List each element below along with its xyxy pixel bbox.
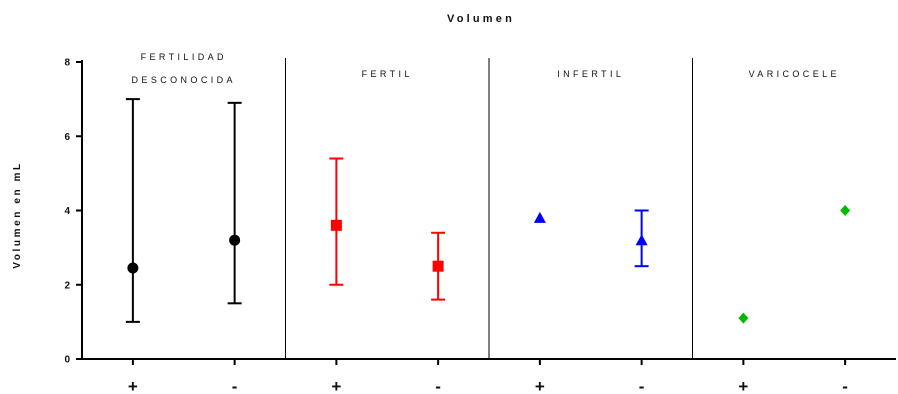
data-point [229, 234, 241, 246]
group-label: VARICOCELE [749, 69, 840, 79]
x-tick-label: + [128, 377, 138, 394]
y-tick-label: 6 [64, 132, 70, 143]
data-point [840, 205, 851, 216]
group-label: DESCONOCIDA [132, 75, 236, 85]
x-tick-label: - [232, 377, 238, 394]
x-tick-label: - [435, 377, 441, 394]
group-label: INFERTIL [557, 69, 624, 79]
data-point [738, 312, 749, 324]
x-tick-label: - [639, 377, 645, 394]
group-label: FERTIL [362, 69, 413, 79]
data-point [533, 211, 546, 223]
chart-title: Volumen [447, 13, 515, 25]
plot-area: 0 2 4 6 8 FERTILIDAD DESCONOCIDA + - FERTIL + - INFE… [64, 52, 896, 394]
group-label: FERTILIDAD [141, 52, 227, 62]
data-point [330, 219, 342, 231]
y-tick-label: 4 [64, 206, 70, 217]
x-tick-label: + [331, 377, 341, 394]
x-tick-label: + [535, 377, 545, 394]
data-point [127, 262, 139, 274]
x-tick-label: - [842, 377, 848, 394]
data-point [432, 260, 444, 272]
y-tick-label: 2 [64, 280, 70, 291]
y-tick-label: 8 [64, 58, 70, 69]
y-axis-label: Volumen en mL [12, 161, 23, 269]
data-point [635, 234, 648, 246]
y-tick-label: 0 [64, 355, 70, 366]
x-tick-label: + [738, 377, 748, 394]
